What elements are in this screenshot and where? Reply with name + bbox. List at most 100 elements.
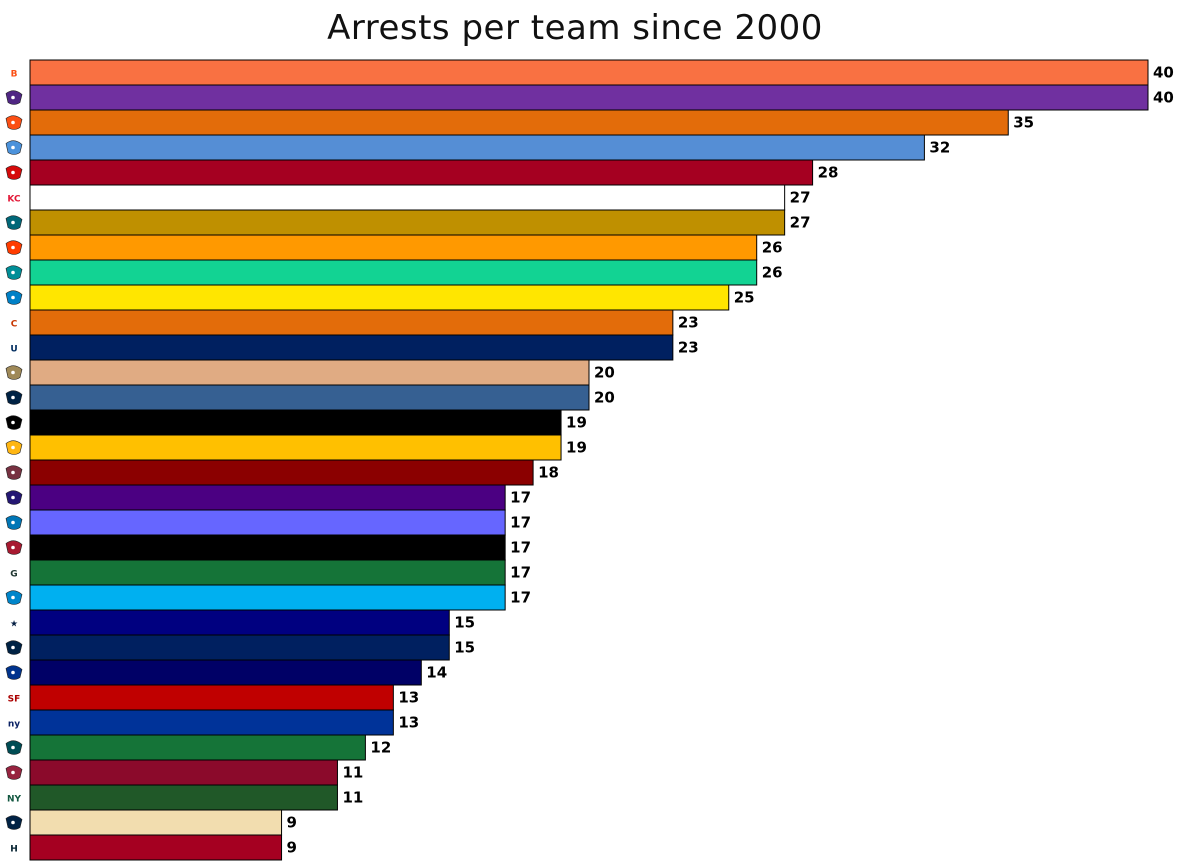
value-label-titans: 32 — [929, 139, 950, 157]
dolphins-logo-icon — [5, 265, 23, 280]
giants-logo-icon: ny — [8, 720, 20, 730]
value-label-lions: 17 — [510, 514, 531, 532]
bar-raiders — [29, 409, 562, 436]
value-label-buccaneers: 28 — [818, 164, 839, 182]
value-label-chiefs: 27 — [790, 189, 811, 207]
bar-jets — [29, 784, 338, 811]
bar-49ers — [29, 684, 394, 711]
value-label-vikings: 40 — [1153, 89, 1174, 107]
bar-seahawks — [29, 384, 590, 411]
svg-text:H: H — [10, 845, 18, 855]
bar-buccaneers — [29, 159, 814, 186]
value-label-jaguars: 27 — [790, 214, 811, 232]
value-label-browns: 26 — [762, 239, 783, 257]
cardinals-logo-icon — [5, 765, 23, 780]
value-label-bengals: 40 — [1153, 64, 1174, 82]
texans-logo-icon: H — [10, 845, 18, 855]
lions-logo-icon — [5, 515, 23, 530]
svg-text:★: ★ — [10, 620, 18, 630]
bar-cardinals — [29, 759, 338, 786]
bar-patriots — [29, 634, 450, 661]
chargers-logo-icon — [5, 290, 23, 305]
bar-ravens — [29, 484, 506, 511]
vikings-logo-icon — [5, 90, 23, 105]
value-label-packers: 17 — [510, 564, 531, 582]
bar-eagles — [29, 734, 366, 761]
saints-logo-icon — [5, 365, 23, 380]
value-label-broncos: 35 — [1013, 114, 1034, 132]
bengals-logo-icon: B — [11, 70, 18, 80]
bar-texans — [29, 834, 283, 861]
value-label-rams: 9 — [287, 814, 297, 832]
bar-browns — [29, 234, 758, 261]
chiefs-logo-icon: KC — [7, 195, 21, 205]
value-label-seahawks: 20 — [594, 389, 615, 407]
value-label-cardinals: 11 — [342, 764, 363, 782]
value-label-bears: 23 — [678, 314, 699, 332]
value-label-49ers: 13 — [398, 689, 419, 707]
bar-colts — [29, 334, 674, 361]
bar-lions — [29, 509, 506, 536]
broncos-logo-icon — [5, 115, 23, 130]
falcons-logo-icon — [5, 540, 23, 555]
bar-steelers — [29, 434, 562, 461]
value-label-ravens: 17 — [510, 489, 531, 507]
bar-giants — [29, 709, 394, 736]
svg-text:C: C — [11, 320, 18, 330]
value-label-panthers: 17 — [510, 589, 531, 607]
eagles-logo-icon — [5, 740, 23, 755]
bar-redskins — [29, 459, 534, 486]
bar-titans — [29, 134, 925, 161]
bills-logo-icon — [5, 665, 23, 680]
value-label-raiders: 19 — [566, 414, 587, 432]
rams-logo-icon — [5, 815, 23, 830]
bar-vikings — [29, 84, 1149, 111]
bar-rams — [29, 809, 283, 836]
value-label-redskins: 18 — [538, 464, 559, 482]
colts-logo-icon: U — [10, 345, 17, 355]
titans-logo-icon — [5, 140, 23, 155]
cowboys-logo-icon: ★ — [10, 620, 18, 630]
browns-logo-icon — [5, 240, 23, 255]
value-label-giants: 13 — [398, 714, 419, 732]
svg-text:KC: KC — [7, 195, 21, 205]
chart-title: Arrests per team since 2000 — [327, 8, 823, 48]
value-label-cowboys: 15 — [454, 614, 475, 632]
value-label-chargers: 25 — [734, 289, 755, 307]
bar-bills — [29, 659, 422, 686]
value-label-saints: 20 — [594, 364, 615, 382]
svg-text:NY: NY — [7, 795, 22, 805]
bar-chargers — [29, 284, 730, 311]
panthers-logo-icon — [5, 590, 23, 605]
seahawks-logo-icon — [5, 390, 23, 405]
bar-broncos — [29, 109, 1009, 136]
patriots-logo-icon — [5, 640, 23, 655]
svg-text:ny: ny — [8, 720, 20, 730]
packers-logo-icon: G — [10, 570, 17, 580]
bar-panthers — [29, 584, 506, 611]
value-label-jets: 11 — [342, 789, 363, 807]
bar-falcons — [29, 534, 506, 561]
redskins-logo-icon — [5, 465, 23, 480]
49ers-logo-icon: SF — [8, 695, 21, 705]
steelers-logo-icon — [5, 440, 23, 455]
buccaneers-logo-icon — [5, 165, 23, 180]
bar-bengals — [29, 59, 1149, 86]
svg-text:SF: SF — [8, 695, 21, 705]
bears-logo-icon: C — [11, 320, 18, 330]
bar-chiefs — [29, 184, 786, 211]
jaguars-logo-icon — [5, 215, 23, 230]
raiders-logo-icon — [5, 415, 23, 430]
ravens-logo-icon — [5, 490, 23, 505]
bar-dolphins — [29, 259, 758, 286]
value-label-texans: 9 — [287, 839, 297, 857]
svg-text:B: B — [11, 70, 18, 80]
bar-jaguars — [29, 209, 786, 236]
value-label-falcons: 17 — [510, 539, 531, 557]
value-label-colts: 23 — [678, 339, 699, 357]
bar-bears — [29, 309, 674, 336]
value-label-bills: 14 — [426, 664, 447, 682]
value-label-steelers: 19 — [566, 439, 587, 457]
svg-text:U: U — [10, 345, 17, 355]
bar-cowboys — [29, 609, 450, 636]
